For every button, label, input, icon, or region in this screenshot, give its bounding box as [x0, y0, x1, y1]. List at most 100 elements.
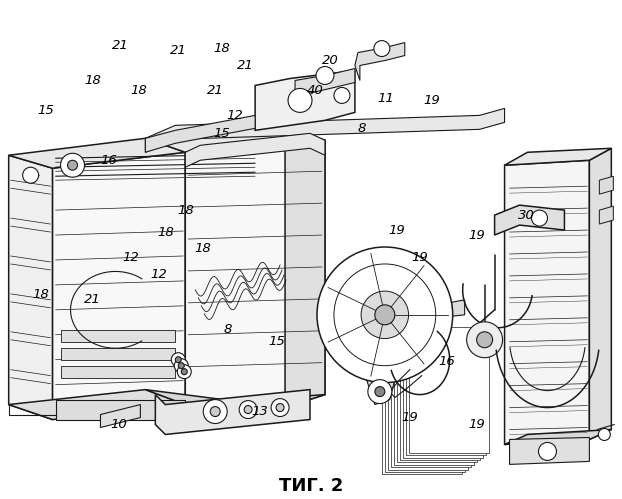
Circle shape: [203, 400, 227, 424]
Text: 21: 21: [112, 39, 129, 52]
Text: 11: 11: [378, 92, 394, 105]
Circle shape: [368, 380, 392, 404]
Circle shape: [60, 153, 85, 177]
Text: 40: 40: [307, 84, 323, 97]
Text: 20: 20: [322, 54, 338, 67]
Polygon shape: [504, 430, 611, 445]
Text: 16: 16: [439, 355, 455, 368]
Polygon shape: [9, 138, 185, 168]
Polygon shape: [255, 70, 355, 130]
Text: 19: 19: [468, 229, 485, 242]
Circle shape: [334, 87, 350, 103]
Polygon shape: [146, 390, 325, 408]
Text: 19: 19: [411, 251, 428, 264]
Bar: [60, 366, 175, 378]
Polygon shape: [185, 140, 325, 405]
Polygon shape: [9, 390, 185, 420]
Circle shape: [174, 359, 188, 373]
Polygon shape: [285, 126, 325, 408]
Circle shape: [171, 353, 185, 367]
Text: 15: 15: [214, 127, 231, 140]
Circle shape: [239, 401, 257, 419]
Polygon shape: [494, 205, 564, 235]
Circle shape: [244, 406, 252, 414]
Text: 19: 19: [468, 418, 485, 431]
Bar: [403, 328, 483, 458]
Polygon shape: [509, 438, 590, 465]
Circle shape: [598, 429, 610, 441]
Text: 10: 10: [110, 418, 127, 431]
Text: 18: 18: [194, 242, 211, 254]
Text: 21: 21: [237, 59, 254, 72]
Circle shape: [316, 66, 334, 84]
Polygon shape: [504, 148, 611, 165]
Bar: [400, 329, 480, 460]
Bar: [60, 348, 175, 360]
Text: 15: 15: [37, 104, 54, 117]
Circle shape: [539, 443, 557, 461]
Circle shape: [374, 40, 390, 56]
Bar: [409, 327, 489, 453]
Bar: [406, 327, 486, 455]
Text: 16: 16: [100, 154, 117, 167]
Circle shape: [532, 210, 547, 226]
Polygon shape: [9, 155, 53, 420]
Polygon shape: [55, 400, 185, 420]
Polygon shape: [590, 148, 611, 440]
Polygon shape: [156, 390, 310, 435]
Text: 19: 19: [424, 94, 440, 107]
Circle shape: [181, 369, 187, 375]
Polygon shape: [355, 42, 405, 80]
Text: 30: 30: [518, 209, 535, 222]
Bar: [60, 330, 175, 342]
Bar: [388, 333, 468, 470]
Polygon shape: [600, 206, 613, 224]
Circle shape: [361, 291, 409, 338]
Circle shape: [476, 332, 493, 348]
Text: 12: 12: [150, 268, 167, 281]
Text: 13: 13: [252, 405, 269, 418]
Bar: [397, 330, 476, 463]
Polygon shape: [101, 405, 141, 428]
Polygon shape: [185, 133, 325, 167]
Text: 21: 21: [170, 44, 187, 57]
Polygon shape: [146, 126, 325, 152]
Circle shape: [276, 404, 284, 412]
Bar: [391, 332, 471, 467]
Text: 18: 18: [214, 42, 231, 55]
Circle shape: [271, 399, 289, 417]
Bar: [385, 334, 465, 472]
Circle shape: [375, 387, 385, 397]
Polygon shape: [146, 115, 255, 152]
Circle shape: [210, 407, 220, 417]
Text: 8: 8: [358, 122, 366, 135]
Text: 21: 21: [84, 293, 101, 306]
Polygon shape: [382, 300, 465, 335]
Text: 21: 21: [207, 84, 223, 97]
Text: 19: 19: [388, 224, 405, 237]
Circle shape: [175, 357, 181, 363]
Text: 12: 12: [227, 109, 244, 122]
Text: 15: 15: [269, 335, 285, 348]
Circle shape: [179, 363, 184, 369]
Circle shape: [375, 305, 395, 325]
Polygon shape: [600, 176, 613, 194]
Circle shape: [288, 88, 312, 112]
Polygon shape: [146, 108, 504, 152]
Bar: [394, 331, 473, 465]
Text: 18: 18: [84, 74, 101, 87]
Circle shape: [68, 160, 78, 170]
Polygon shape: [504, 160, 590, 445]
Text: 18: 18: [32, 288, 49, 301]
Text: 12: 12: [122, 251, 139, 264]
Circle shape: [317, 247, 453, 383]
Circle shape: [177, 365, 192, 379]
Polygon shape: [53, 152, 185, 420]
Polygon shape: [365, 350, 400, 405]
Text: 8: 8: [224, 323, 233, 336]
Text: 19: 19: [401, 411, 418, 424]
Text: 18: 18: [130, 84, 147, 97]
Text: ΤИГ. 2: ΤИГ. 2: [279, 478, 343, 496]
Circle shape: [22, 167, 39, 183]
Text: 18: 18: [177, 204, 193, 217]
